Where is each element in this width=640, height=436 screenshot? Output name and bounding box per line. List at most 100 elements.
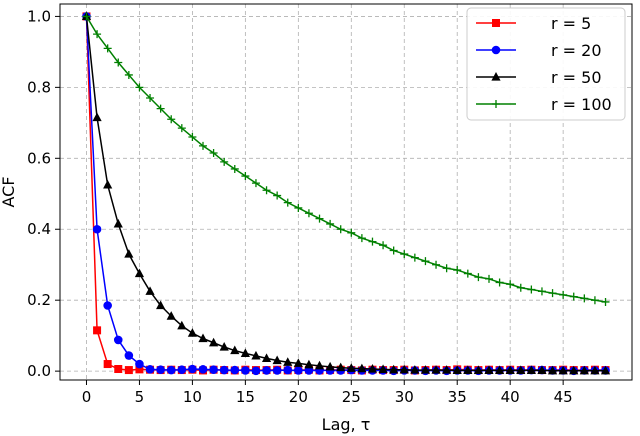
data-point [304, 209, 313, 218]
data-point [199, 141, 207, 150]
data-point [516, 283, 525, 292]
data-point [347, 228, 356, 237]
data-point [516, 365, 526, 375]
data-point [283, 198, 292, 207]
data-point [209, 365, 218, 375]
data-point [367, 364, 378, 373]
legend-entry: r = 50 [476, 68, 602, 87]
data-point [420, 365, 431, 374]
data-point [187, 328, 198, 337]
legend-marker [492, 19, 500, 27]
x-tick-label: 20 [289, 388, 308, 406]
data-point [485, 274, 493, 283]
data-point [166, 365, 176, 375]
data-point [230, 345, 240, 355]
data-point [219, 365, 229, 375]
data-point [273, 191, 282, 200]
data-point [410, 365, 420, 374]
data-point [590, 365, 600, 375]
plot-series [81, 11, 611, 376]
data-point [400, 250, 409, 259]
x-axis-title: Lag, τ [322, 415, 371, 434]
data-point [283, 365, 293, 375]
data-point [198, 365, 208, 374]
data-point [569, 292, 578, 301]
data-point [124, 366, 133, 375]
data-point [421, 257, 430, 266]
y-tick-label: 0.2 [27, 291, 51, 309]
data-point [495, 278, 504, 287]
x-tick-label: 40 [501, 388, 520, 406]
legend-label: r = 50 [551, 68, 602, 87]
data-point [473, 365, 484, 375]
data-point [484, 365, 494, 375]
data-point [463, 269, 472, 278]
data-point [294, 203, 303, 212]
data-point [166, 311, 176, 320]
x-tick-label: 30 [395, 388, 414, 406]
data-point [389, 364, 399, 374]
data-point [167, 115, 176, 124]
legend-marker [491, 72, 501, 81]
y-tick-label: 0.6 [27, 149, 51, 167]
data-point [432, 260, 441, 269]
legend-entry: r = 100 [476, 95, 612, 114]
data-point [601, 297, 610, 306]
data-point [177, 124, 186, 133]
data-point [230, 365, 240, 375]
y-tick-label: 0.8 [27, 78, 51, 96]
data-point [198, 333, 208, 343]
x-tick-label: 35 [448, 388, 467, 406]
data-point [410, 253, 419, 262]
x-tick-label: 25 [342, 388, 361, 406]
y-axis-title: ACF [0, 176, 18, 207]
data-point [208, 337, 219, 347]
legend-label: r = 100 [551, 95, 612, 114]
legend-marker [492, 100, 500, 108]
data-point [463, 365, 473, 375]
data-point [145, 365, 155, 374]
data-point [399, 364, 409, 374]
data-point [135, 365, 144, 374]
data-point [251, 350, 261, 360]
data-point [92, 112, 102, 122]
data-point [220, 157, 229, 166]
x-tick-label: 5 [135, 388, 145, 406]
data-point [452, 365, 462, 375]
data-point [272, 366, 282, 375]
data-point [113, 335, 123, 345]
data-point [93, 326, 102, 335]
y-tick-label: 1.0 [27, 7, 51, 25]
x-tick-label: 0 [82, 388, 92, 406]
data-point [135, 83, 144, 92]
data-point [103, 360, 112, 369]
plot-area-frame [59, 3, 633, 381]
data-point [506, 280, 515, 289]
data-point [590, 296, 599, 305]
data-point [527, 285, 536, 294]
data-point [240, 348, 250, 357]
data-point [547, 365, 558, 375]
data-point [230, 164, 239, 173]
data-point [124, 249, 134, 258]
data-point [134, 268, 145, 278]
data-point [103, 179, 113, 189]
legend-label: r = 5 [551, 14, 591, 33]
data-point [346, 363, 356, 372]
data-point [453, 266, 462, 275]
legend-box [466, 7, 626, 121]
data-point [103, 301, 112, 310]
x-tick-label: 45 [554, 388, 573, 406]
data-point [474, 273, 483, 282]
axis-ticks: 0 5 10 15 20 25 30 35 40 45 0.0 0.2 0.4 0.6 0.8 1.0 [27, 7, 573, 406]
data-point [559, 290, 568, 299]
data-point [177, 320, 187, 330]
data-point [156, 104, 165, 113]
data-point [580, 294, 589, 303]
data-point [336, 362, 346, 372]
x-tick-label: 10 [183, 388, 202, 406]
data-point [114, 58, 123, 67]
data-point [389, 246, 398, 255]
data-point [146, 94, 155, 102]
legend-entry: r = 5 [476, 14, 591, 33]
